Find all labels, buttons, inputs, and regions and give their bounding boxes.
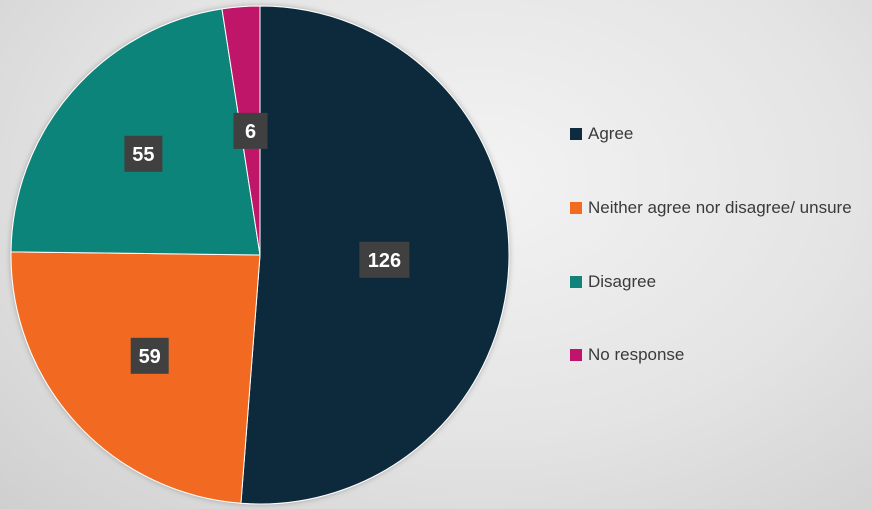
legend-swatch-disagree	[570, 276, 582, 288]
pie-slice-neither	[10, 251, 261, 504]
legend-label-agree: Agree	[588, 124, 634, 143]
legend-label-neither: Neither agree nor disagree/ unsure	[588, 198, 852, 217]
legend-swatch-no-response	[570, 349, 582, 361]
data-label-no-response: 6	[233, 112, 268, 149]
data-label-box-no-response	[233, 112, 268, 149]
legend-item-disagree: Disagree	[570, 270, 656, 294]
pie-slice-disagree	[10, 8, 261, 256]
pie-slices	[10, 5, 510, 505]
data-label-value-no-response: 6	[245, 121, 256, 143]
legend-item-agree: Agree	[570, 122, 633, 146]
data-label-disagree: 55	[124, 135, 163, 172]
legend-swatch-neither	[570, 202, 582, 214]
pie-data-labels: 126 59 55 6	[124, 112, 410, 374]
data-label-neither: 59	[130, 337, 169, 374]
data-label-box-agree	[359, 241, 410, 278]
legend-item-neither: Neither agree nor disagree/ unsure	[570, 196, 852, 220]
data-label-box-disagree	[124, 135, 163, 172]
legend-label-disagree: Disagree	[588, 272, 657, 291]
legend-item-no-response: No response	[570, 343, 684, 367]
data-label-agree: 126	[359, 241, 410, 278]
legend-label-no-response: No response	[588, 345, 685, 364]
chart-legend: Agree Neither agree nor disagree/ unsure…	[570, 0, 870, 509]
data-label-value-agree: 126	[368, 250, 401, 272]
data-label-value-disagree: 55	[132, 144, 154, 166]
data-label-value-neither: 59	[139, 346, 161, 368]
legend-swatch-agree	[570, 128, 582, 140]
data-label-box-neither	[130, 337, 169, 374]
